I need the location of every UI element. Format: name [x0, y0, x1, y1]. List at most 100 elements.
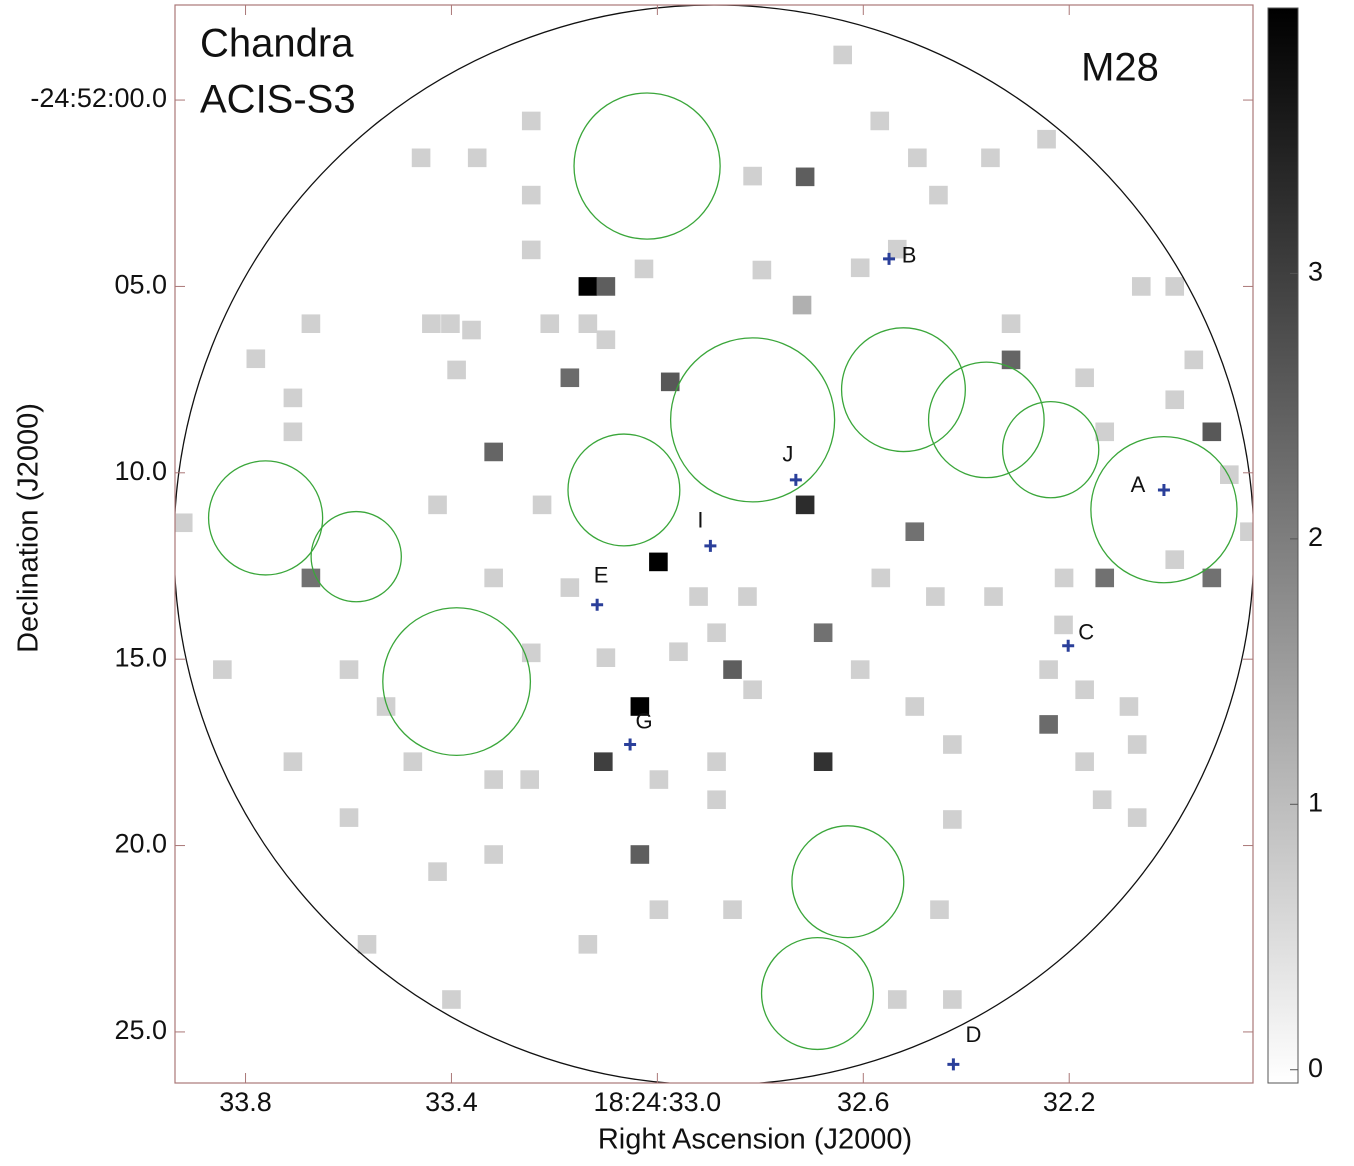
pixel	[462, 321, 481, 340]
pixel	[1002, 351, 1021, 370]
pixel	[484, 770, 503, 789]
pixel	[796, 496, 815, 515]
pixel	[594, 752, 613, 771]
pixel	[723, 900, 742, 919]
pixel	[579, 277, 598, 296]
pixel	[689, 587, 708, 606]
pixel	[851, 660, 870, 679]
source-label: C	[1078, 620, 1094, 645]
pixel	[579, 314, 598, 333]
plot-area	[0, 0, 1259, 1049]
y-tick-label: 15.0	[114, 642, 167, 672]
source-label: E	[594, 563, 609, 588]
y-tick-label: -24:52:00.0	[30, 83, 167, 113]
pixel	[631, 845, 650, 864]
pixel	[1075, 752, 1094, 771]
pixel	[833, 46, 852, 65]
pixel	[447, 361, 466, 380]
pixel	[814, 752, 833, 771]
pixel	[943, 990, 962, 1009]
region-circle	[929, 362, 1045, 478]
source-marker	[704, 540, 716, 552]
pixel	[1128, 735, 1147, 754]
y-tick-label: 10.0	[114, 456, 167, 486]
pixel	[579, 935, 598, 954]
source-label: D	[965, 1022, 981, 1047]
x-tick-label: 32.2	[1043, 1087, 1096, 1117]
pixel	[1120, 697, 1139, 716]
pixel	[561, 368, 580, 387]
pixel	[597, 648, 616, 667]
pixel	[484, 569, 503, 588]
pixel	[302, 569, 321, 588]
pixel	[650, 770, 669, 789]
colorbar	[1268, 8, 1298, 1083]
pixel	[796, 168, 815, 187]
pixel	[484, 443, 503, 462]
pixel	[649, 553, 668, 572]
y-tick-label: 05.0	[114, 270, 167, 300]
pixel	[908, 149, 927, 168]
pixel	[484, 845, 503, 864]
pixel	[1075, 368, 1094, 387]
pixel	[1054, 616, 1073, 635]
pixel	[520, 770, 539, 789]
region-circle	[762, 938, 874, 1050]
pixel	[926, 587, 945, 606]
plot-frame	[175, 5, 1253, 1083]
pixel	[1002, 314, 1021, 333]
pixel	[1184, 351, 1203, 370]
y-axis-title: Declination (J2000)	[13, 403, 45, 653]
source-label: J	[782, 442, 793, 467]
pixel	[540, 314, 559, 333]
pixel	[635, 260, 654, 279]
pixel	[247, 349, 266, 368]
source-marker	[1062, 640, 1074, 652]
pixel	[522, 241, 541, 260]
pixel	[743, 167, 762, 186]
pixel	[428, 496, 447, 515]
pixel	[422, 314, 441, 333]
pixel	[522, 186, 541, 205]
pixel	[1095, 569, 1114, 588]
pixel	[851, 258, 870, 277]
pixel	[905, 697, 924, 716]
pixel	[707, 790, 726, 809]
region-circle	[383, 608, 531, 756]
pixel	[1165, 550, 1184, 569]
pixel	[412, 149, 431, 168]
pixel	[793, 296, 812, 315]
pixel	[943, 810, 962, 829]
pixel	[1132, 277, 1151, 296]
pixel	[377, 697, 396, 716]
source-marker	[1158, 484, 1170, 496]
source-marker	[591, 599, 603, 611]
source-label: A	[1131, 472, 1146, 497]
pixel	[723, 660, 742, 679]
source-label: B	[902, 243, 917, 268]
pixel	[597, 277, 616, 296]
pixel	[1039, 715, 1058, 734]
colorbar-tick-label: 0	[1308, 1053, 1323, 1083]
pixel	[284, 752, 303, 771]
pixel	[743, 680, 762, 699]
source-label: G	[636, 708, 653, 733]
pixel	[929, 186, 948, 205]
colorbar-tick-label: 2	[1308, 522, 1323, 552]
pixel	[871, 569, 890, 588]
pixel	[533, 496, 552, 515]
pixel	[669, 642, 688, 661]
pixel	[468, 149, 487, 168]
region-circle	[1091, 437, 1237, 583]
pixel	[984, 587, 1003, 606]
source-marker	[947, 1058, 959, 1070]
pixel	[930, 900, 949, 919]
pixel	[1165, 390, 1184, 409]
y-tick-label: 20.0	[114, 829, 167, 859]
source-marker	[624, 739, 636, 751]
pixel	[707, 623, 726, 642]
pixel	[905, 522, 924, 541]
pixel	[1037, 130, 1056, 149]
pixel	[213, 660, 232, 679]
pixel	[870, 112, 889, 131]
